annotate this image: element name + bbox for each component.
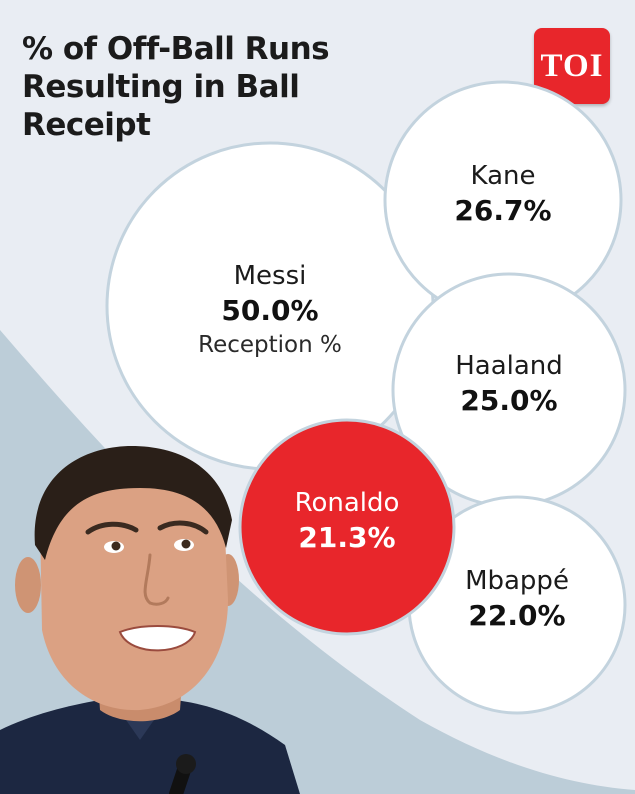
chart-title: % of Off-Ball Runs Resulting in Ball Rec… (22, 31, 330, 143)
bubble-name-mbappe: Mbappé (465, 566, 569, 596)
bubble-name-kane: Kane (471, 161, 536, 191)
bubble-value-ronaldo: 21.3% (298, 521, 395, 554)
bubble-value-kane: 26.7% (454, 194, 551, 227)
bubble-name-haaland: Haaland (455, 351, 563, 381)
logo-text: TOI (540, 47, 604, 84)
bubble-value-messi: 50.0% (221, 294, 318, 327)
bubble-circle-ronaldo (238, 418, 456, 636)
bubble-name-ronaldo: Ronaldo (295, 488, 400, 518)
bubble-value-mbappe: 22.0% (468, 599, 565, 632)
bubble-value-haaland: 25.0% (460, 384, 557, 417)
bubble-name-messi: Messi (234, 261, 307, 291)
bubble-sublabel-messi: Reception % (198, 332, 342, 358)
